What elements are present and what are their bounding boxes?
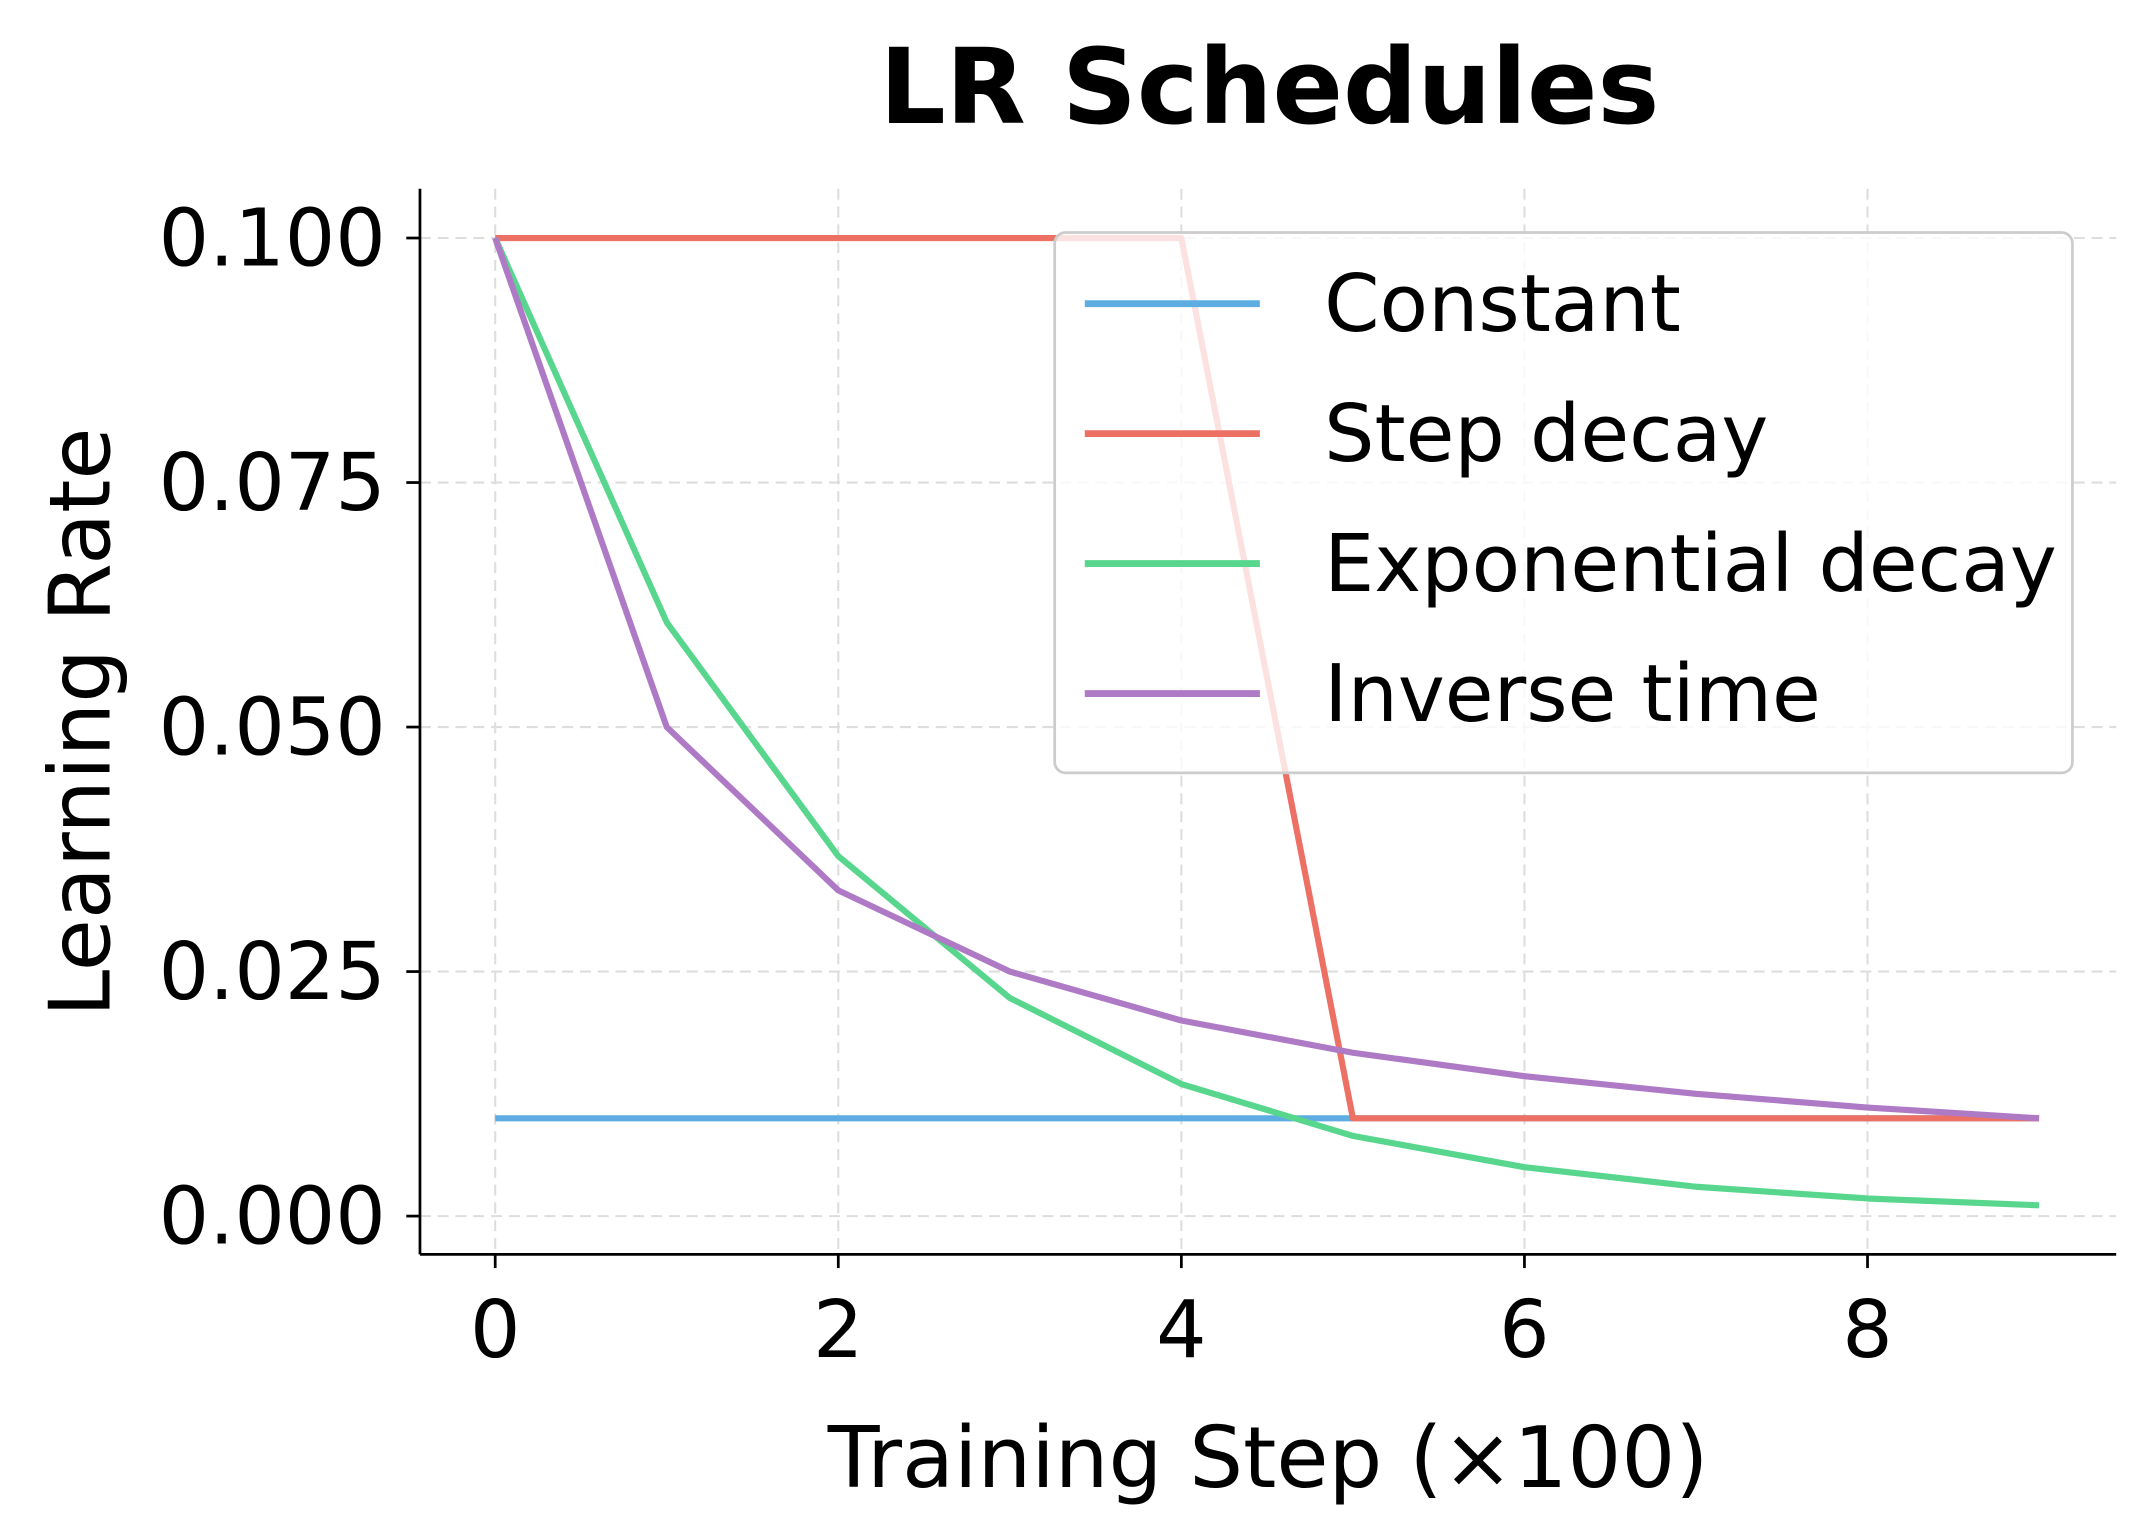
legend-label: Exponential decay	[1324, 517, 2057, 610]
y-tick-label: 0.075	[159, 436, 386, 529]
x-tick-label: 6	[1499, 1283, 1549, 1376]
y-tick-label: 0.050	[159, 680, 386, 773]
y-tick-label: 0.000	[159, 1169, 386, 1262]
ticks: 0 2 4 6 8 0.000 0.025 0.050 0.075 0.100	[159, 191, 1893, 1376]
legend-label: Constant	[1324, 257, 1681, 350]
x-tick-label: 4	[1156, 1283, 1206, 1376]
x-axis-label: Training Step (×100)	[827, 1409, 1709, 1508]
x-tick-label: 2	[813, 1283, 863, 1376]
series-line-inverse-time	[492, 237, 2040, 1122]
series-line-exponential-decay	[492, 236, 2040, 1209]
chart-title: LR Schedules	[880, 27, 1660, 148]
legend: Constant Step decay Exponential decay Inver…	[1053, 231, 2074, 775]
x-tick-label: 0	[470, 1283, 520, 1376]
y-axis-label: Learning Rate	[31, 428, 130, 1018]
legend-box	[1053, 231, 2074, 775]
legend-label: Inverse time	[1324, 647, 1821, 740]
y-tick-label: 0.025	[159, 925, 386, 1018]
y-tick-label: 0.100	[159, 191, 386, 284]
legend-label: Step decay	[1324, 387, 1768, 480]
x-tick-label: 8	[1842, 1283, 1892, 1376]
